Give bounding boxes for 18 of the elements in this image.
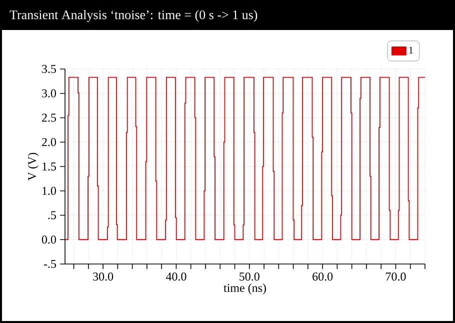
y-tick-label: 1.5: [42, 162, 56, 171]
y-tick-label: 3.5: [42, 64, 56, 74]
y-tick-label: 2.0: [42, 138, 56, 146]
y-tick-label: 2.5: [42, 114, 56, 122]
y-tick-label: -.5: [44, 260, 56, 268]
x-tick-label: 30.0: [93, 272, 114, 281]
legend-label: 1: [409, 46, 413, 54]
y-tick-label: 1.0: [42, 186, 56, 195]
x-tick-label: 70.0: [386, 272, 406, 281]
x-tick-label: 50.0: [240, 272, 260, 281]
x-tick-label: 60.0: [312, 272, 333, 281]
chart-title: Transient Analysis ‘tnoise’: time = (0 s -> 1 us): [10, 10, 258, 22]
y-axis-title: V (V): [28, 152, 39, 181]
x-tick-label: 40.0: [166, 272, 186, 281]
y-tick-label: .5: [48, 211, 56, 220]
x-axis-title: time (ns): [224, 284, 266, 294]
y-tick-label: 0.0: [42, 236, 56, 244]
y-tick-label: 3.0: [42, 89, 56, 98]
